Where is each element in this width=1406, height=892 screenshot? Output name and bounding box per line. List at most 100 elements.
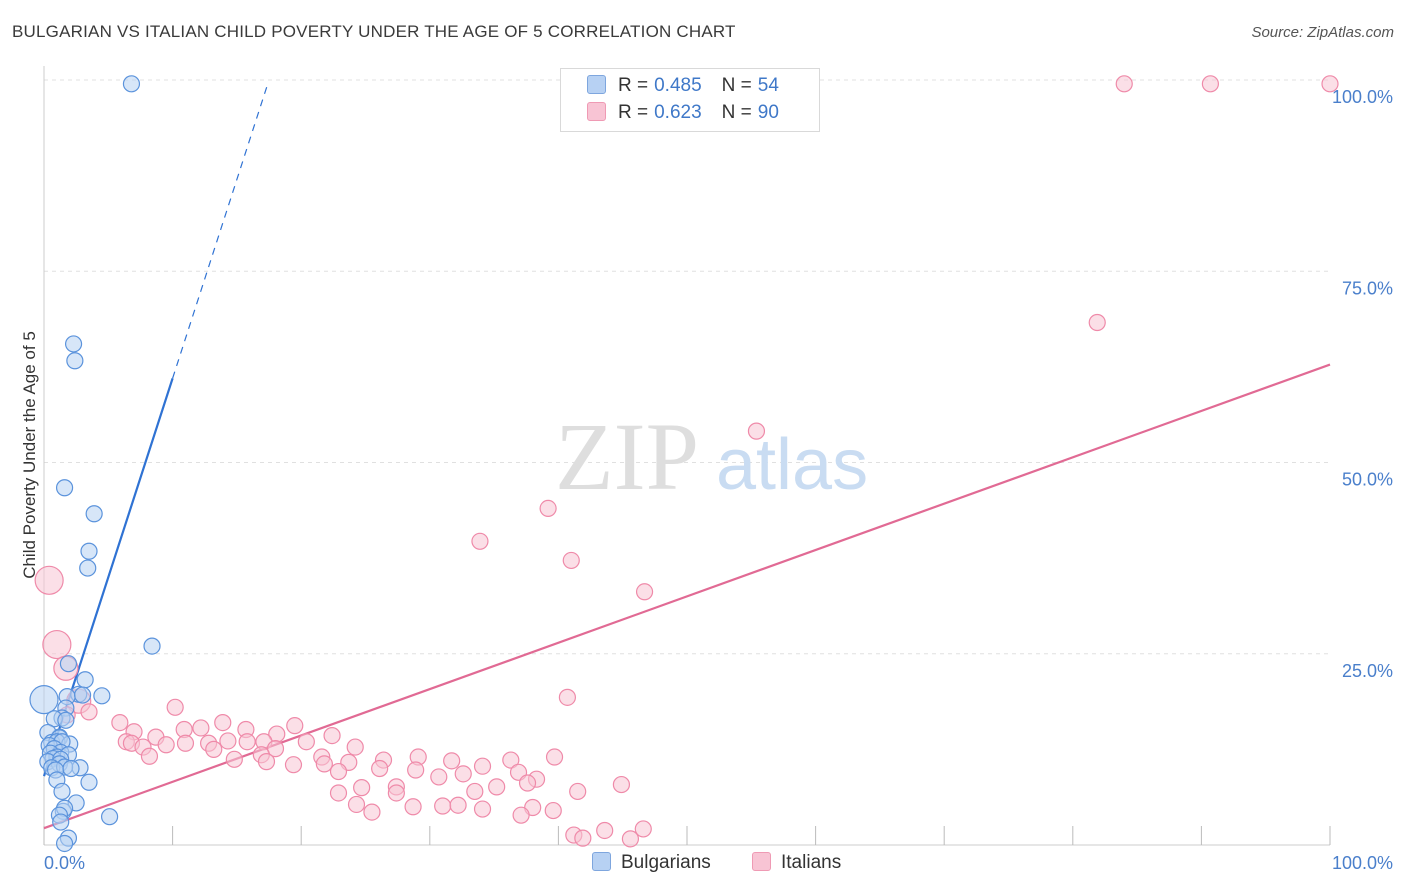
- bottom-legend-bulgarians: Bulgarians: [592, 852, 711, 874]
- point-italian: [454, 765, 472, 783]
- point-italian: [407, 761, 425, 779]
- point-italian: [323, 727, 341, 745]
- watermark-atlas: atlas: [716, 425, 868, 505]
- point-bulgarian: [59, 655, 78, 673]
- watermark-zip: ZIP: [555, 403, 699, 510]
- bottom-legend-swatch-bulgarians: [592, 852, 611, 871]
- point-italian: [80, 703, 98, 721]
- point-italian: [284, 756, 303, 774]
- point-italian: [596, 821, 614, 840]
- point-bulgarian: [100, 808, 119, 826]
- points-layer: [29, 75, 1339, 853]
- point-italian: [166, 698, 184, 716]
- chart-title: BULGARIAN VS ITALIAN CHILD POVERTY UNDER…: [12, 22, 736, 41]
- y-tick-label: 25.0%: [1342, 661, 1393, 681]
- point-italian: [569, 782, 587, 801]
- point-italian: [545, 748, 564, 766]
- point-italian: [363, 803, 381, 821]
- point-bulgarian: [143, 637, 161, 655]
- point-bulgarian: [93, 687, 111, 705]
- point-bulgarian: [62, 759, 80, 778]
- point-italian: [347, 795, 366, 814]
- point-italian: [315, 755, 333, 773]
- point-italian: [238, 733, 256, 751]
- bottom-legend-label-italians: Italians: [781, 852, 842, 873]
- point-italian: [473, 757, 492, 775]
- grid-layer: [44, 79, 1330, 655]
- bottom-legend-swatch-italians: [752, 852, 771, 871]
- point-italian: [539, 499, 557, 517]
- point-bulgarian: [73, 686, 92, 704]
- legend-n-value: 90: [757, 102, 779, 123]
- legend-r-label: R =: [618, 75, 649, 96]
- point-italian: [562, 551, 580, 570]
- point-bulgarian: [122, 75, 141, 93]
- point-italian: [404, 798, 422, 816]
- point-italian: [214, 713, 232, 732]
- point-italian: [612, 775, 631, 794]
- point-italian: [512, 806, 530, 824]
- point-italian: [225, 750, 243, 768]
- legend-n-value: 54: [757, 75, 779, 96]
- point-italian: [634, 820, 652, 838]
- point-italian: [34, 565, 64, 595]
- point-italian: [297, 733, 315, 751]
- source-credit: Source: ZipAtlas.com: [1251, 24, 1394, 41]
- point-italian: [157, 736, 175, 754]
- x-tick-label-min: 0.0%: [44, 853, 85, 873]
- point-bulgarian: [52, 813, 70, 831]
- point-italian: [747, 422, 766, 440]
- legend-n-label: N =: [721, 102, 752, 123]
- point-italian: [176, 734, 195, 752]
- point-italian: [346, 738, 364, 756]
- point-italian: [518, 774, 537, 792]
- point-bulgarian: [76, 671, 94, 689]
- watermark: ZIP atlas: [555, 403, 868, 510]
- point-italian: [471, 532, 489, 550]
- point-italian: [621, 830, 640, 848]
- legend-swatch-italians: [587, 102, 606, 121]
- point-italian: [387, 784, 405, 802]
- axes-layer: [43, 66, 1331, 846]
- bottom-legend-italians: Italians: [752, 852, 841, 874]
- point-italian: [140, 747, 159, 765]
- legend-swatch-bulgarians: [587, 75, 606, 94]
- point-italian: [635, 583, 654, 601]
- legend-r-value: 0.485: [654, 75, 702, 96]
- labels-layer: 25.0% 50.0% 75.0% 100.0% 0.0% 100.0% Child Pov…: [20, 87, 1393, 873]
- bottom-legend-label-bulgarians: Bulgarians: [621, 852, 711, 873]
- point-bulgarian: [79, 559, 97, 577]
- point-italian: [205, 740, 223, 758]
- point-bulgarian: [85, 505, 103, 523]
- point-italian: [502, 751, 520, 769]
- point-italian: [111, 713, 129, 732]
- point-italian: [449, 796, 467, 814]
- point-italian: [371, 759, 389, 778]
- point-bulgarian: [80, 773, 98, 791]
- point-italian: [1321, 75, 1339, 93]
- point-bulgarian: [57, 711, 75, 729]
- point-bulgarian: [66, 352, 84, 370]
- point-bulgarian: [53, 782, 71, 801]
- legend-row-italians: R = 0.623 N = 90: [587, 102, 779, 126]
- point-bulgarian: [80, 542, 98, 560]
- point-italian: [329, 762, 348, 781]
- point-italian: [430, 768, 448, 786]
- point-italian: [1115, 75, 1133, 93]
- y-tick-label: 50.0%: [1342, 470, 1393, 490]
- point-italian: [434, 797, 452, 815]
- point-italian: [192, 719, 210, 737]
- point-italian: [329, 784, 348, 802]
- point-italian: [1201, 75, 1220, 93]
- legend-r-value: 0.623: [654, 102, 702, 123]
- point-italian: [574, 829, 592, 847]
- point-italian: [219, 732, 237, 750]
- y-tick-label: 75.0%: [1342, 278, 1393, 298]
- point-italian: [443, 752, 461, 770]
- point-italian: [1088, 313, 1106, 332]
- point-italian: [544, 801, 562, 820]
- point-bulgarian: [55, 834, 74, 853]
- point-italian: [466, 782, 484, 801]
- point-italian: [266, 740, 285, 758]
